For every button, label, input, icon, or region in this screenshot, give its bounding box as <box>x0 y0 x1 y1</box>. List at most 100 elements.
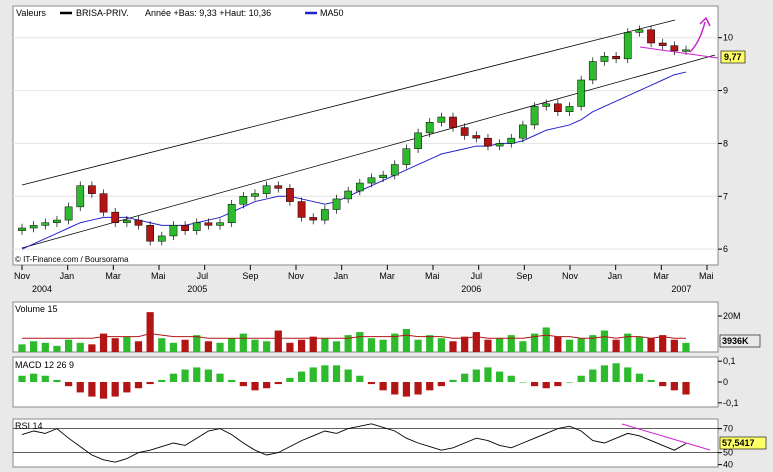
macd-bar <box>542 382 550 389</box>
volume-bar <box>41 342 49 352</box>
candle <box>542 103 551 107</box>
macd-bar <box>99 382 108 399</box>
year-label: 2006 <box>461 284 481 294</box>
candles <box>18 25 690 246</box>
volume-bar <box>449 341 457 352</box>
candle <box>321 209 329 221</box>
volume-bar <box>251 339 259 352</box>
price-tick-label: 10 <box>723 33 733 43</box>
macd-bar <box>507 375 515 382</box>
macd-axis: 0,1 0 -0,1 <box>718 356 739 408</box>
volume-bar <box>53 345 61 352</box>
candle <box>495 143 504 147</box>
month-label: Mai <box>151 271 166 281</box>
macd-bar <box>367 382 376 385</box>
legend-ma-label: MA50 <box>320 8 344 18</box>
candle <box>402 148 411 165</box>
rsi-title: RSI 14 <box>15 421 43 431</box>
price-axis: 6 7 8 9 10 <box>718 33 733 254</box>
volume-bar <box>193 335 201 352</box>
macd-bar <box>204 369 212 382</box>
candle <box>484 137 492 147</box>
macd-bar <box>461 373 469 382</box>
macd-bar <box>251 382 259 391</box>
candle <box>553 103 562 112</box>
rsi-polyline <box>21 423 687 463</box>
macd-bar <box>263 382 271 389</box>
macd-bar <box>169 373 178 382</box>
macd-bar <box>600 365 609 382</box>
macd-bar <box>111 382 119 397</box>
volume-bar <box>414 339 422 352</box>
macd-bar <box>554 382 562 387</box>
macd-bar <box>321 365 329 382</box>
volume-bar <box>309 336 317 352</box>
candle <box>122 219 131 223</box>
candle <box>99 193 108 213</box>
volume-bar <box>263 341 271 352</box>
macd-bar <box>437 382 445 387</box>
month-label: Sep <box>242 271 258 281</box>
candle <box>449 116 457 128</box>
candle <box>169 225 178 237</box>
volume-bar <box>274 330 282 352</box>
macd-bar <box>519 382 527 383</box>
annotation-arrow <box>689 21 706 53</box>
volume-bar <box>519 341 527 352</box>
volume-bar <box>682 342 690 352</box>
candle <box>262 185 271 194</box>
ma50-line <box>21 71 687 250</box>
macd-bar <box>414 382 422 395</box>
macd-bar <box>449 379 457 382</box>
volume-bar <box>356 332 364 352</box>
volume-last-box <box>719 334 761 348</box>
candle <box>309 217 318 221</box>
volume-title: Volume 15 <box>15 304 58 314</box>
volume-bar <box>530 333 539 352</box>
candle <box>18 227 26 231</box>
volume-bar <box>134 341 143 352</box>
macd-title: MACD 12 26 9 <box>15 360 74 370</box>
macd-bar <box>682 382 690 395</box>
candle <box>111 211 120 223</box>
legend-ticker: BRISA-PRIV. <box>76 8 129 18</box>
candle <box>414 132 422 149</box>
macd-bar <box>158 379 166 382</box>
volume-bar <box>437 338 445 352</box>
candle <box>367 177 376 184</box>
candle <box>274 185 283 189</box>
volume-bar <box>379 339 387 352</box>
volume-bar <box>169 342 178 352</box>
volume-bar <box>600 330 609 352</box>
volume-bar <box>123 336 131 352</box>
macd-bar <box>589 369 597 382</box>
volume-bar <box>88 344 96 352</box>
macd-tick-label: -0,1 <box>723 398 739 408</box>
candle <box>565 106 574 112</box>
volume-bar <box>216 342 224 352</box>
month-label: Sep <box>516 271 532 281</box>
candle <box>332 198 341 210</box>
macd-bar <box>391 382 399 395</box>
candle <box>204 222 213 226</box>
macd-bar <box>228 379 236 382</box>
macd-bar <box>344 369 352 382</box>
month-label: Mai <box>699 271 714 281</box>
macd-bar <box>379 382 387 391</box>
volume-bar <box>496 338 504 352</box>
month-label: Mar <box>653 271 669 281</box>
candle <box>682 49 690 52</box>
candle <box>355 182 364 192</box>
volume-bar <box>158 338 166 352</box>
candle <box>612 55 620 60</box>
macd-bar <box>402 382 411 397</box>
macd-bar <box>146 382 154 385</box>
candle <box>157 235 166 242</box>
candle <box>286 188 294 202</box>
macd-bar <box>297 371 306 382</box>
volume-bar <box>542 327 550 352</box>
candle <box>530 106 539 126</box>
macd-bar <box>41 375 49 382</box>
candle <box>623 32 632 60</box>
volume-bar <box>507 335 515 352</box>
